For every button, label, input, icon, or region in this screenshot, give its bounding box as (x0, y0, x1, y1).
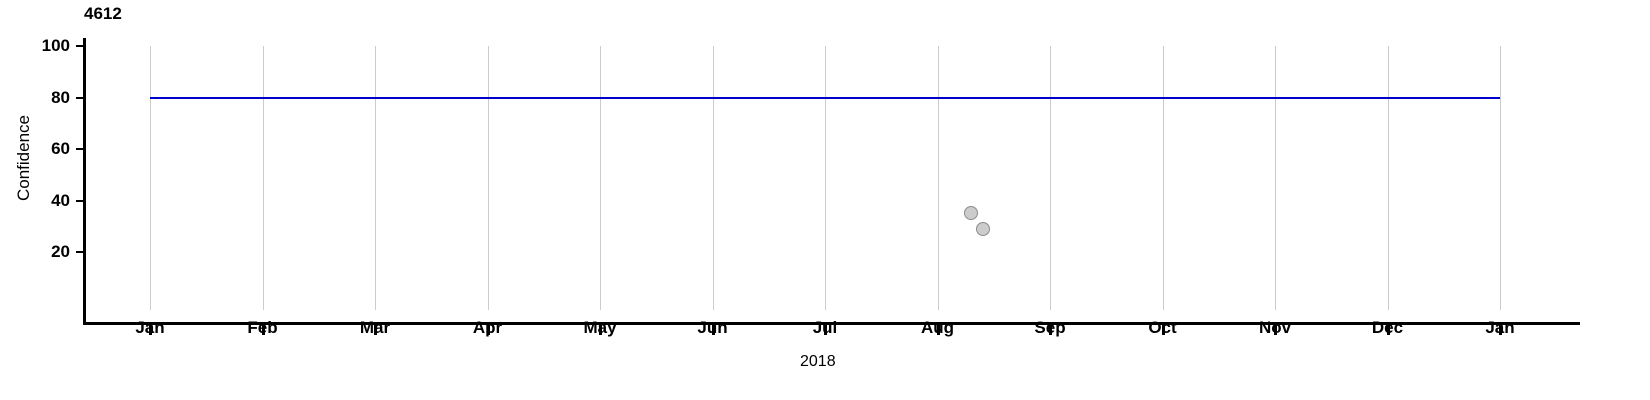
gridline-nov-10 (1275, 46, 1276, 310)
gridline-jan-12 (1500, 46, 1501, 310)
gridline-may-4 (600, 46, 601, 310)
gridline-mar-2 (375, 46, 376, 310)
x-tick-label-sep-8: Sep (1034, 318, 1066, 337)
gridline-jul-6 (825, 46, 826, 310)
y-tick-label-100: 100 (41, 36, 70, 55)
gridline-jan-0 (150, 46, 151, 310)
x-axis-title: 2018 (800, 353, 836, 370)
y-axis-line (83, 38, 86, 325)
gridline-sep-8 (1050, 46, 1051, 310)
y-tick-mark-100 (76, 45, 83, 47)
chart-title: 4612 (84, 4, 122, 23)
x-tick-mark-jan-12 (1499, 325, 1502, 335)
data-point[interactable] (975, 221, 990, 236)
x-tick-label-nov-10: Nov (1258, 318, 1292, 337)
x-tick-label-jun-5: Jun (697, 318, 728, 337)
x-tick-mark-may-4 (599, 325, 602, 335)
x-tick-mark-apr-3 (486, 325, 490, 335)
threshold-line (150, 96, 1500, 99)
x-tick-mark-jul-6 (824, 325, 827, 335)
y-tick-mark-40 (76, 199, 83, 202)
gridline-oct-9 (1162, 46, 1164, 310)
x-tick-label-aug-7: Aug (920, 318, 955, 337)
x-tick-label-jan-0: Jan (135, 318, 165, 337)
x-tick-label-oct-9: Oct (1148, 318, 1177, 337)
y-tick-label-60: 60 (51, 139, 70, 158)
y-tick-mark-80 (76, 96, 83, 99)
data-point[interactable] (964, 206, 979, 221)
x-axis-line (83, 322, 1580, 325)
y-tick-label-80: 80 (51, 87, 70, 107)
x-tick-mark-oct-9 (1161, 325, 1165, 335)
x-tick-label-feb-1: Feb (247, 318, 278, 337)
x-tick-mark-jun-5 (711, 325, 715, 335)
x-tick-label-mar-2: Mar (359, 318, 391, 337)
x-tick-label-jan-12: Jan (1485, 318, 1515, 337)
y-tick-mark-20 (76, 251, 83, 253)
x-tick-mark-jan-0 (149, 325, 152, 335)
x-tick-mark-dec-11 (1386, 325, 1390, 335)
x-tick-mark-nov-10 (1274, 325, 1277, 335)
x-tick-mark-feb-1 (261, 325, 265, 335)
gridline-aug-7 (937, 46, 939, 310)
gridline-feb-1 (262, 46, 264, 310)
gridline-apr-3 (487, 46, 489, 310)
gridline-dec-11 (1387, 46, 1389, 310)
y-tick-label-40: 40 (51, 190, 70, 210)
y-tick-label-20: 20 (51, 242, 70, 261)
x-tick-label-may-4: May (583, 318, 617, 337)
x-tick-label-apr-3: Apr (472, 318, 503, 337)
x-tick-label-dec-11: Dec (1371, 318, 1404, 337)
y-tick-mark-60 (76, 148, 83, 150)
gridline-jun-5 (712, 46, 714, 310)
x-tick-mark-sep-8 (1049, 325, 1052, 335)
x-tick-label-jul-6: Jul (812, 318, 838, 337)
x-tick-mark-aug-7 (936, 325, 940, 335)
x-tick-mark-mar-2 (374, 325, 377, 335)
